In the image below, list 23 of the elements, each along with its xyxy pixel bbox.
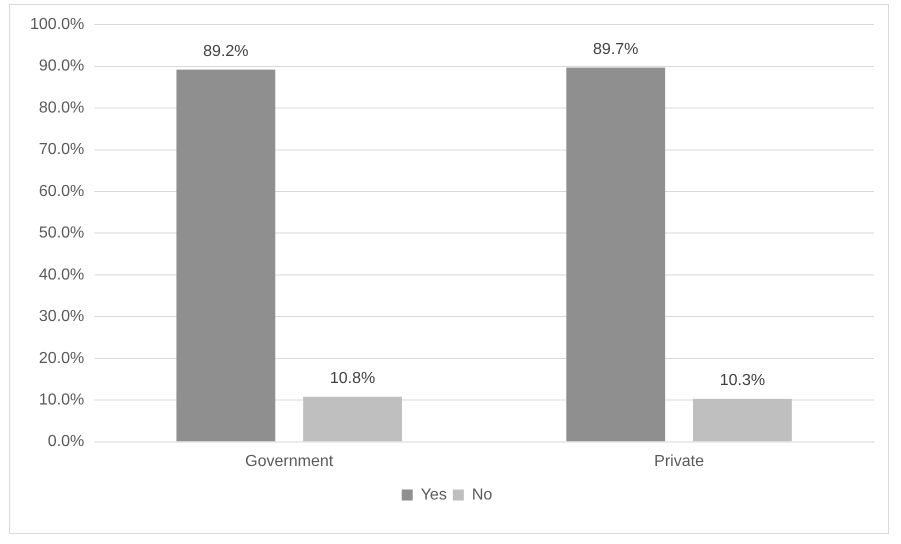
legend-label: Yes (420, 486, 447, 504)
y-tick-label: 40.0% (38, 266, 84, 284)
y-tick-label: 90.0% (38, 58, 84, 75)
x-tick-label: Government (245, 452, 334, 470)
bar (566, 68, 666, 442)
legend-label: No (472, 486, 492, 504)
y-tick-label: 50.0% (38, 224, 84, 242)
y-tick-label: 100.0% (30, 16, 84, 34)
data-label: 10.8% (330, 370, 376, 388)
y-tick-label: 0.0% (48, 433, 84, 450)
bar (176, 70, 276, 442)
y-tick-label: 10.0% (38, 391, 84, 408)
y-tick-label: 80.0% (38, 99, 84, 116)
x-tick-label: Private (654, 452, 704, 470)
y-tick-label: 30.0% (38, 308, 84, 326)
data-label: 89.7% (593, 40, 638, 58)
bar (303, 396, 402, 442)
y-tick-label: 20.0% (38, 350, 84, 367)
data-label: 89.2% (203, 43, 249, 60)
y-tick-label: 60.0% (38, 182, 84, 200)
y-tick-label: 70.0% (38, 141, 84, 158)
data-label: 10.3% (720, 372, 766, 390)
bar (693, 398, 792, 442)
